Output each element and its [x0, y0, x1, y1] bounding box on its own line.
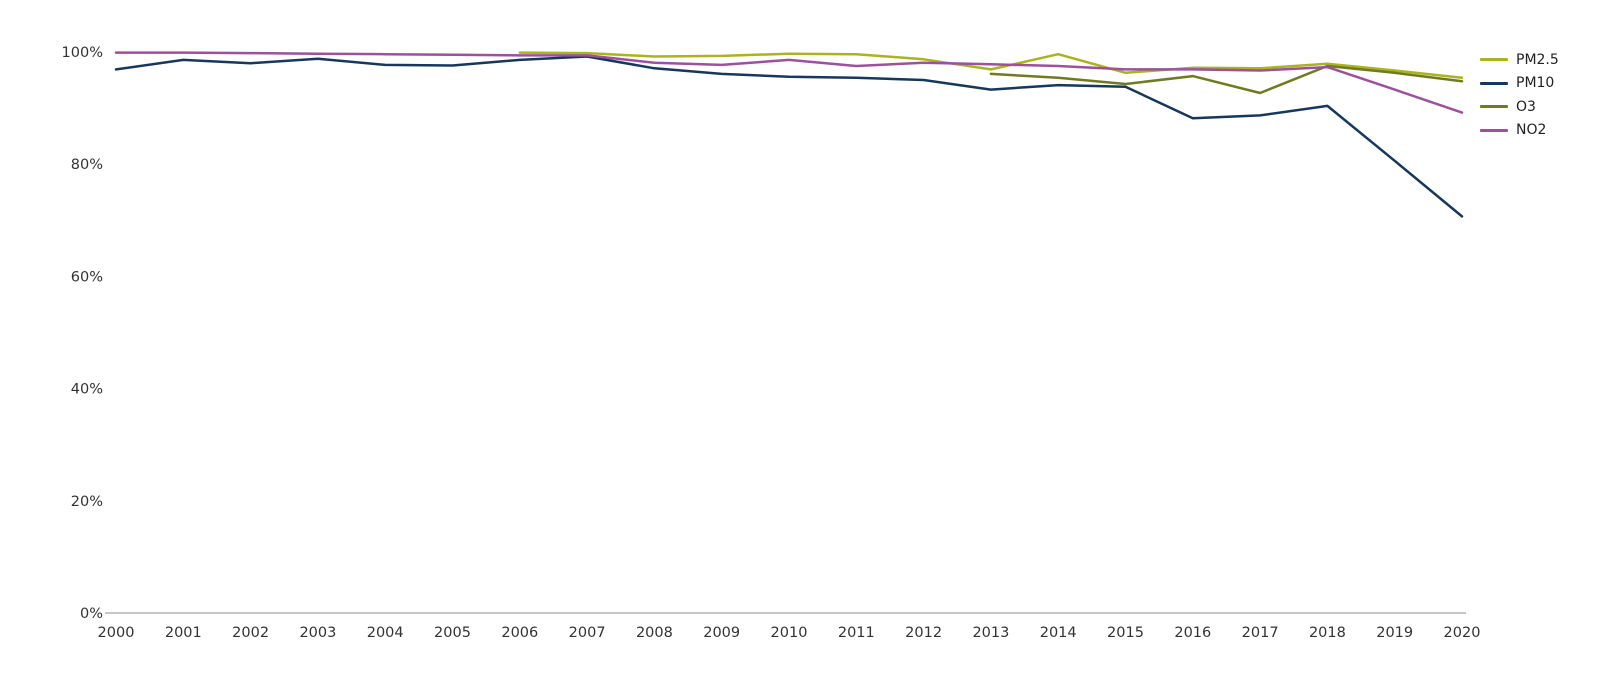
chart-legend: PM2.5 PM10 O3 NO2: [1480, 48, 1559, 142]
x-axis-tick-label: 2009: [703, 625, 740, 641]
legend-swatch-o3: [1480, 105, 1508, 109]
y-axis-tick-label: 80%: [71, 157, 103, 173]
x-axis-tick-label: 2005: [434, 625, 471, 641]
x-axis-tick-label: 2016: [1174, 625, 1211, 641]
x-axis-tick-label: 2006: [501, 625, 538, 641]
legend-label-pm25: PM2.5: [1516, 51, 1559, 68]
y-axis-tick-label: 60%: [71, 269, 103, 285]
x-axis-tick-label: 2018: [1309, 625, 1346, 641]
x-axis-tick-label: 2020: [1444, 625, 1481, 641]
y-axis-tick-label: 100%: [62, 45, 103, 61]
x-axis-tick-label: 2003: [299, 625, 336, 641]
x-axis-tick-label: 2017: [1242, 625, 1279, 641]
series-line-pm10: [114, 55, 1464, 218]
series-line-pm25: [518, 51, 1464, 80]
x-axis-tick-label: 2001: [165, 625, 202, 641]
legend-swatch-pm25: [1480, 58, 1508, 62]
legend-item-no2[interactable]: NO2: [1480, 119, 1559, 143]
legend-label-o3: O3: [1516, 98, 1536, 115]
y-axis-tick-label: 0%: [80, 606, 103, 622]
x-axis-tick-label: 2010: [771, 625, 808, 641]
x-axis-tick-label: 2014: [1040, 625, 1077, 641]
legend-swatch-pm10: [1480, 81, 1508, 85]
legend-item-pm25[interactable]: PM2.5: [1480, 48, 1559, 72]
x-axis-tick-label: 2019: [1376, 625, 1413, 641]
x-axis-tick-label: 2002: [232, 625, 269, 641]
y-axis-tick-label: 40%: [71, 382, 103, 398]
x-axis-tick-label: 2013: [972, 625, 1009, 641]
x-axis-tick-label: 2008: [636, 625, 673, 641]
legend-item-pm10[interactable]: PM10: [1480, 72, 1559, 96]
x-axis-tick-label: 2004: [367, 625, 404, 641]
legend-swatch-no2: [1480, 128, 1508, 132]
legend-label-no2: NO2: [1516, 122, 1547, 139]
x-axis-tick-label: 2011: [838, 625, 875, 641]
legend-label-pm10: PM10: [1516, 75, 1555, 92]
series-line-no2: [114, 51, 1464, 114]
x-axis-tick-label: 2007: [569, 625, 606, 641]
x-axis-tick-label: 2012: [905, 625, 942, 641]
series-line-o3: [989, 64, 1464, 95]
x-axis-tick-label: 2015: [1107, 625, 1144, 641]
x-axis-tick-label: 2000: [98, 625, 135, 641]
legend-item-o3[interactable]: O3: [1480, 95, 1559, 119]
y-axis-tick-label: 20%: [71, 494, 103, 510]
